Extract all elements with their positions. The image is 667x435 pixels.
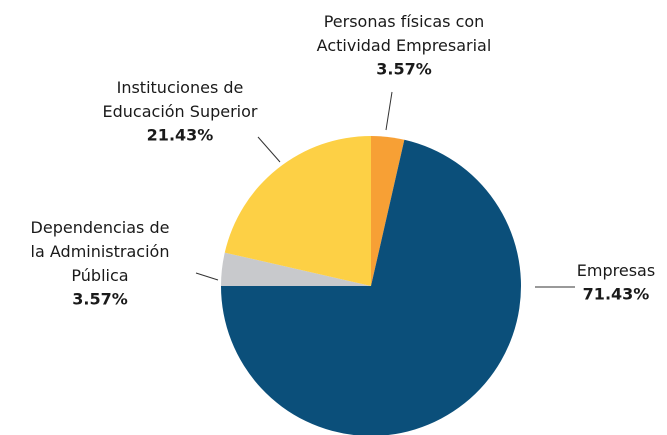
slice-value-label: 3.57%: [72, 290, 128, 309]
pie-slice: [221, 139, 521, 435]
pie-slice: [221, 252, 371, 286]
slice-value-label: 71.43%: [583, 285, 650, 304]
leader-line: [257, 136, 281, 163]
slice-label: Empresas: [577, 261, 655, 280]
leader-line: [385, 91, 393, 131]
pie-slice: [371, 136, 405, 286]
slice-value-label: 3.57%: [376, 60, 432, 79]
slice-label: Personas físicas con Actividad Empresaria…: [317, 12, 492, 55]
slice-label: Instituciones de Educación Superior: [103, 78, 258, 121]
leader-line: [195, 272, 219, 281]
slice-value-label: 21.43%: [147, 126, 214, 145]
slice-label: Dependencias de la Administración Pública: [31, 218, 170, 285]
pie-slice: [224, 136, 371, 286]
